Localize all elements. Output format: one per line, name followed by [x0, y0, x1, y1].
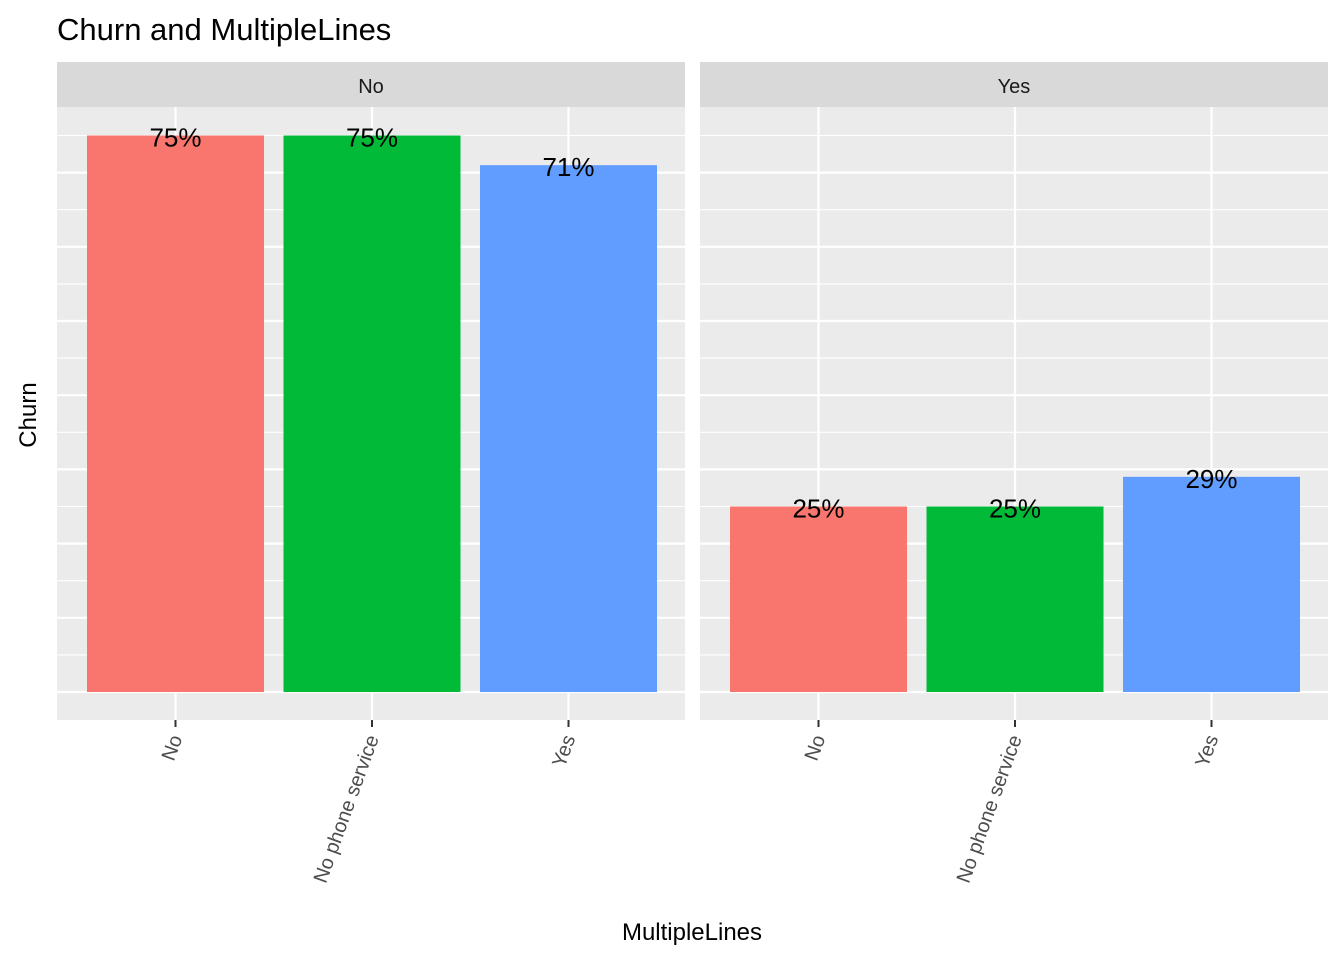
x-tick-label: Yes — [548, 732, 580, 770]
bar-no-phone-service — [283, 135, 461, 692]
x-tick-label: No — [158, 732, 187, 764]
x-tick-label: No phone service — [310, 732, 384, 886]
facet-panel-no: No 75% No 75% No phone service 71% Yes — [57, 62, 685, 886]
bar-value-label: 29% — [1185, 464, 1237, 494]
facet-strip — [57, 62, 685, 107]
bar-value-label: 75% — [346, 123, 398, 153]
x-tick-label: No phone service — [953, 732, 1027, 886]
facet-strip — [700, 62, 1328, 107]
bar-value-label: 25% — [792, 494, 844, 524]
bar-value-label: 71% — [542, 152, 594, 182]
bar-yes — [1123, 476, 1300, 692]
facet-panels: No 75% No 75% No phone service 71% Yes Yes 25% No… — [57, 62, 1328, 886]
bar-no-phone-service — [926, 506, 1104, 692]
facet-strip-label: No — [358, 76, 384, 98]
x-tick-label: No — [801, 732, 830, 764]
facet-panel-yes: Yes 25% No 25% No phone service 29% Yes — [700, 62, 1328, 886]
facet-strip-label: Yes — [998, 76, 1031, 98]
x-axis-label: MultipleLines — [622, 919, 762, 946]
bar-value-label: 75% — [149, 123, 201, 153]
bar-no — [87, 135, 264, 692]
bar-value-label: 25% — [989, 494, 1041, 524]
bar-no — [730, 506, 907, 692]
y-axis-label: Churn — [15, 382, 42, 447]
bar-yes — [480, 165, 657, 692]
x-tick-label: Yes — [1191, 732, 1223, 770]
chart-title: Churn and MultipleLines — [57, 12, 391, 47]
